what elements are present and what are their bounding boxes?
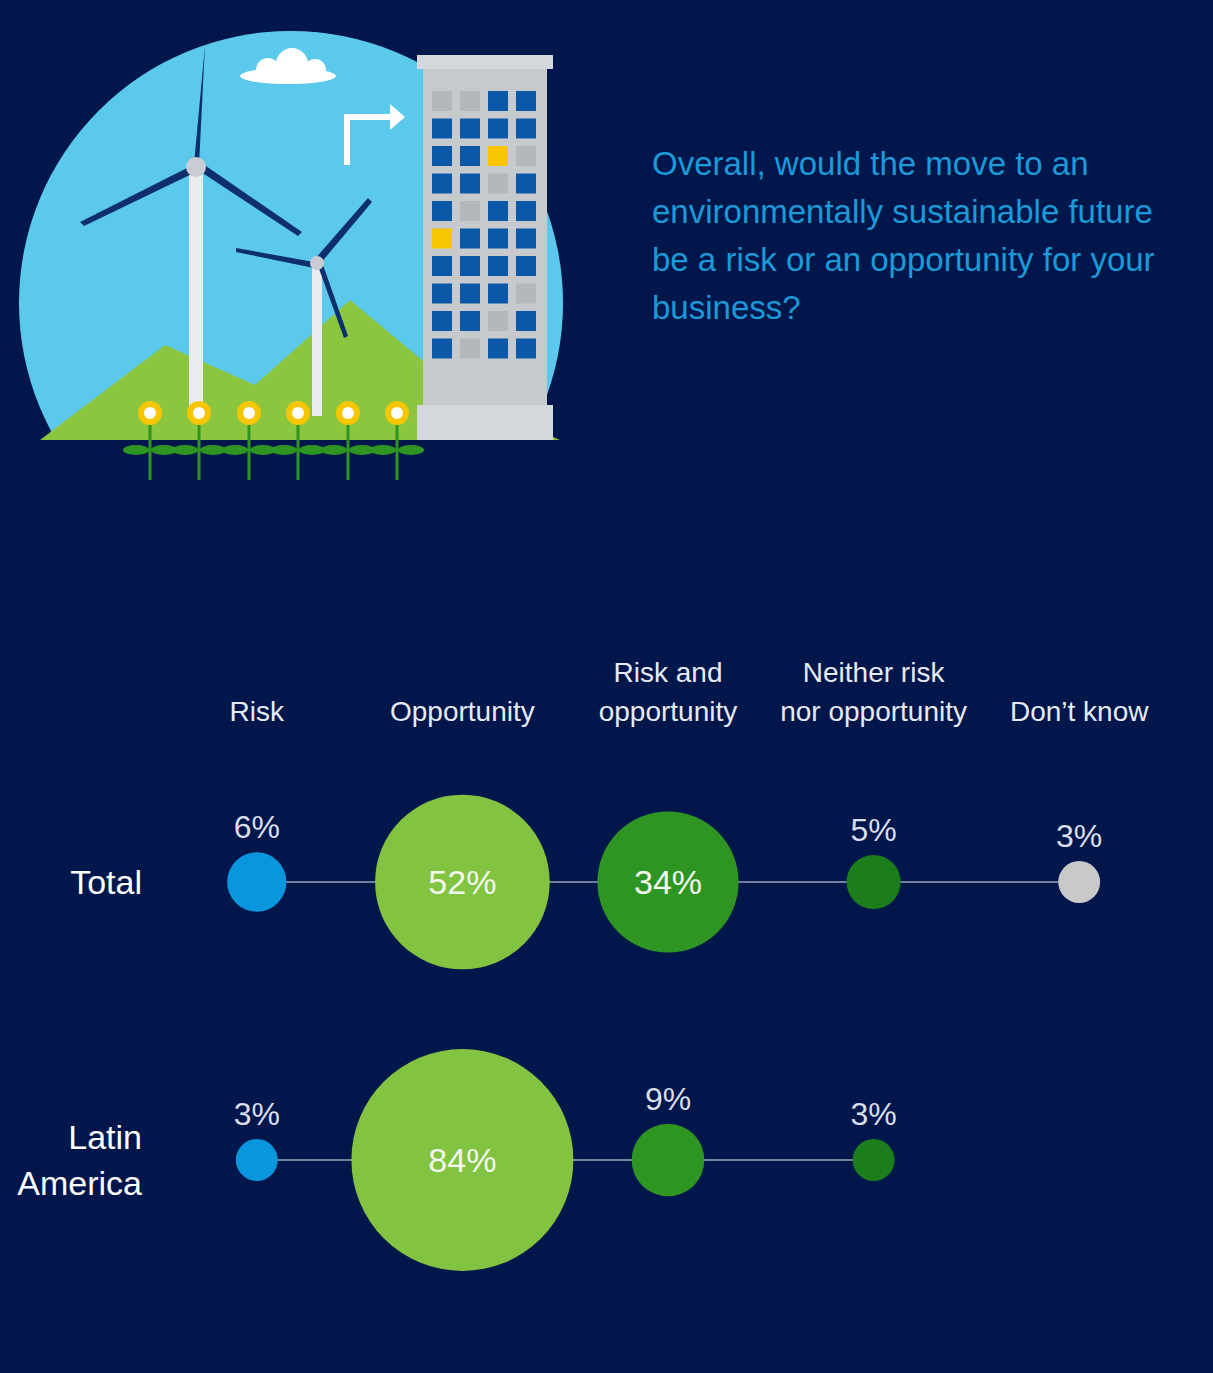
svg-text:34%: 34% — [634, 863, 702, 901]
svg-text:6%: 6% — [234, 809, 280, 845]
svg-text:LatinAmerica: LatinAmerica — [17, 1118, 142, 1202]
svg-text:Risk andopportunity: Risk andopportunity — [599, 657, 738, 727]
svg-text:Opportunity: Opportunity — [390, 696, 535, 727]
svg-text:3%: 3% — [1056, 818, 1102, 854]
svg-text:Don’t know: Don’t know — [1010, 696, 1149, 727]
svg-text:84%: 84% — [428, 1141, 496, 1179]
html-text:Overall, would the move to an: Overall, would the move to an environmen… — [652, 145, 1155, 326]
svg-text:Total: Total — [70, 863, 142, 901]
svg-text:52%: 52% — [428, 863, 496, 901]
svg-text:5%: 5% — [850, 812, 896, 848]
svg-text:9%: 9% — [645, 1081, 691, 1117]
svg-text:3%: 3% — [234, 1096, 280, 1132]
svg-text:3%: 3% — [850, 1096, 896, 1132]
svg-text:Neither risknor opportunity: Neither risknor opportunity — [780, 657, 967, 727]
svg-text:Risk: Risk — [230, 696, 285, 727]
